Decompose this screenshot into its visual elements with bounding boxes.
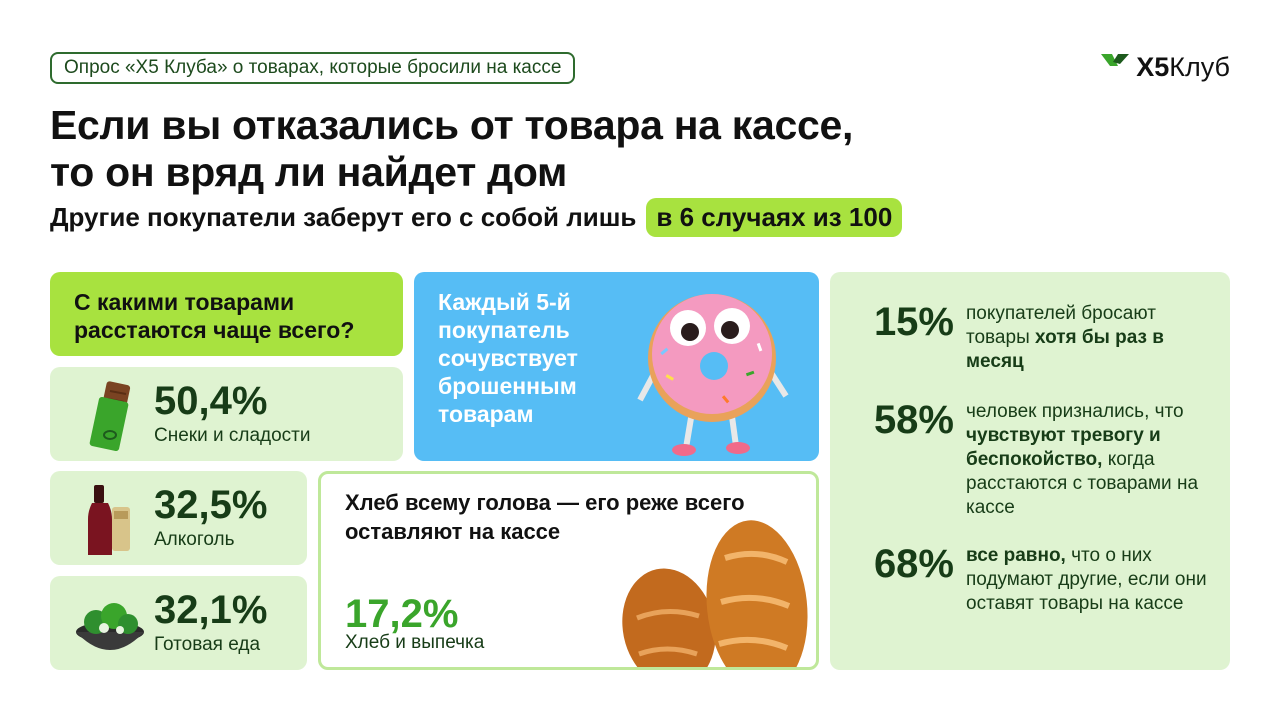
title-line-1: Если вы отказались от товара на кассе, [50, 102, 854, 148]
category-label: Готовая еда [154, 634, 261, 655]
page-subtitle: Другие покупатели заберут его с собой ли… [50, 198, 903, 237]
subtitle-text: Другие покупатели заберут его с собой ли… [50, 202, 637, 232]
question-title: С какими товарами расстаются чаще всего? [74, 289, 355, 343]
subtitle-highlight: в 6 случаях из 100 [646, 198, 903, 237]
wine-bottle-icon [88, 485, 130, 555]
logo-bold-text: Х5 [1136, 51, 1170, 82]
page-title: Если вы отказались от товара на кассе, т… [50, 102, 1050, 196]
stat-text: все равно, что о них подумают другие, ес… [966, 545, 1207, 614]
category-card-snacks: 50,4% Снеки и сладости [50, 367, 403, 461]
bread-label: Хлеб и выпечка [345, 632, 485, 653]
stat-row: 68% все равно, что о них подумают другие… [854, 544, 1214, 616]
stats-card: 15% покупателей бросают товары хотя бы р… [830, 272, 1230, 670]
stat-percent: 58% [873, 398, 954, 442]
title-line-2: то он вряд ли найдет дом [50, 149, 568, 195]
x5-logo-icon [1101, 54, 1130, 66]
donut-mascot-icon [637, 294, 789, 456]
stat-percent: 15% [873, 300, 954, 344]
category-percent: 32,5% [154, 483, 268, 527]
bread-percent: 17,2% [345, 592, 459, 636]
stat-row: 15% покупателей бросают товары хотя бы р… [854, 302, 1214, 374]
x5-club-logo: Х5Клуб [1098, 50, 1230, 84]
salad-bowl-icon [76, 603, 144, 650]
chocolate-icon [89, 381, 131, 452]
sympathy-card: Каждый 5-й покупатель сочувствует брошен… [414, 272, 819, 461]
category-label: Алкоголь [154, 529, 235, 550]
stat-text: человек признались, что чувствуют тревог… [966, 401, 1199, 518]
bread-card: Хлеб всему голова — его реже всего остав… [318, 471, 819, 670]
category-card-ready-food: 32,1% Готовая еда [50, 576, 307, 670]
bread-loaves-icon [622, 520, 808, 667]
question-card: С какими товарами расстаются чаще всего? [50, 272, 403, 356]
sympathy-text: Каждый 5-й покупатель сочувствует брошен… [438, 289, 578, 427]
category-percent: 50,4% [154, 379, 268, 423]
category-card-alcohol: 32,5% Алкоголь [50, 471, 307, 565]
stat-row: 58% человек признались, что чувствуют тр… [854, 400, 1214, 520]
logo-light-text: Клуб [1169, 51, 1230, 82]
category-label: Снеки и сладости [154, 425, 311, 446]
bread-title: Хлеб всему голова — его реже всего остав… [345, 490, 745, 544]
survey-tag: Опрос «Х5 Клуба» о товарах, которые брос… [50, 52, 576, 84]
category-percent: 32,1% [154, 588, 268, 632]
stat-text: покупателей бросают товары хотя бы раз в… [966, 303, 1164, 372]
stat-percent: 68% [873, 542, 954, 586]
